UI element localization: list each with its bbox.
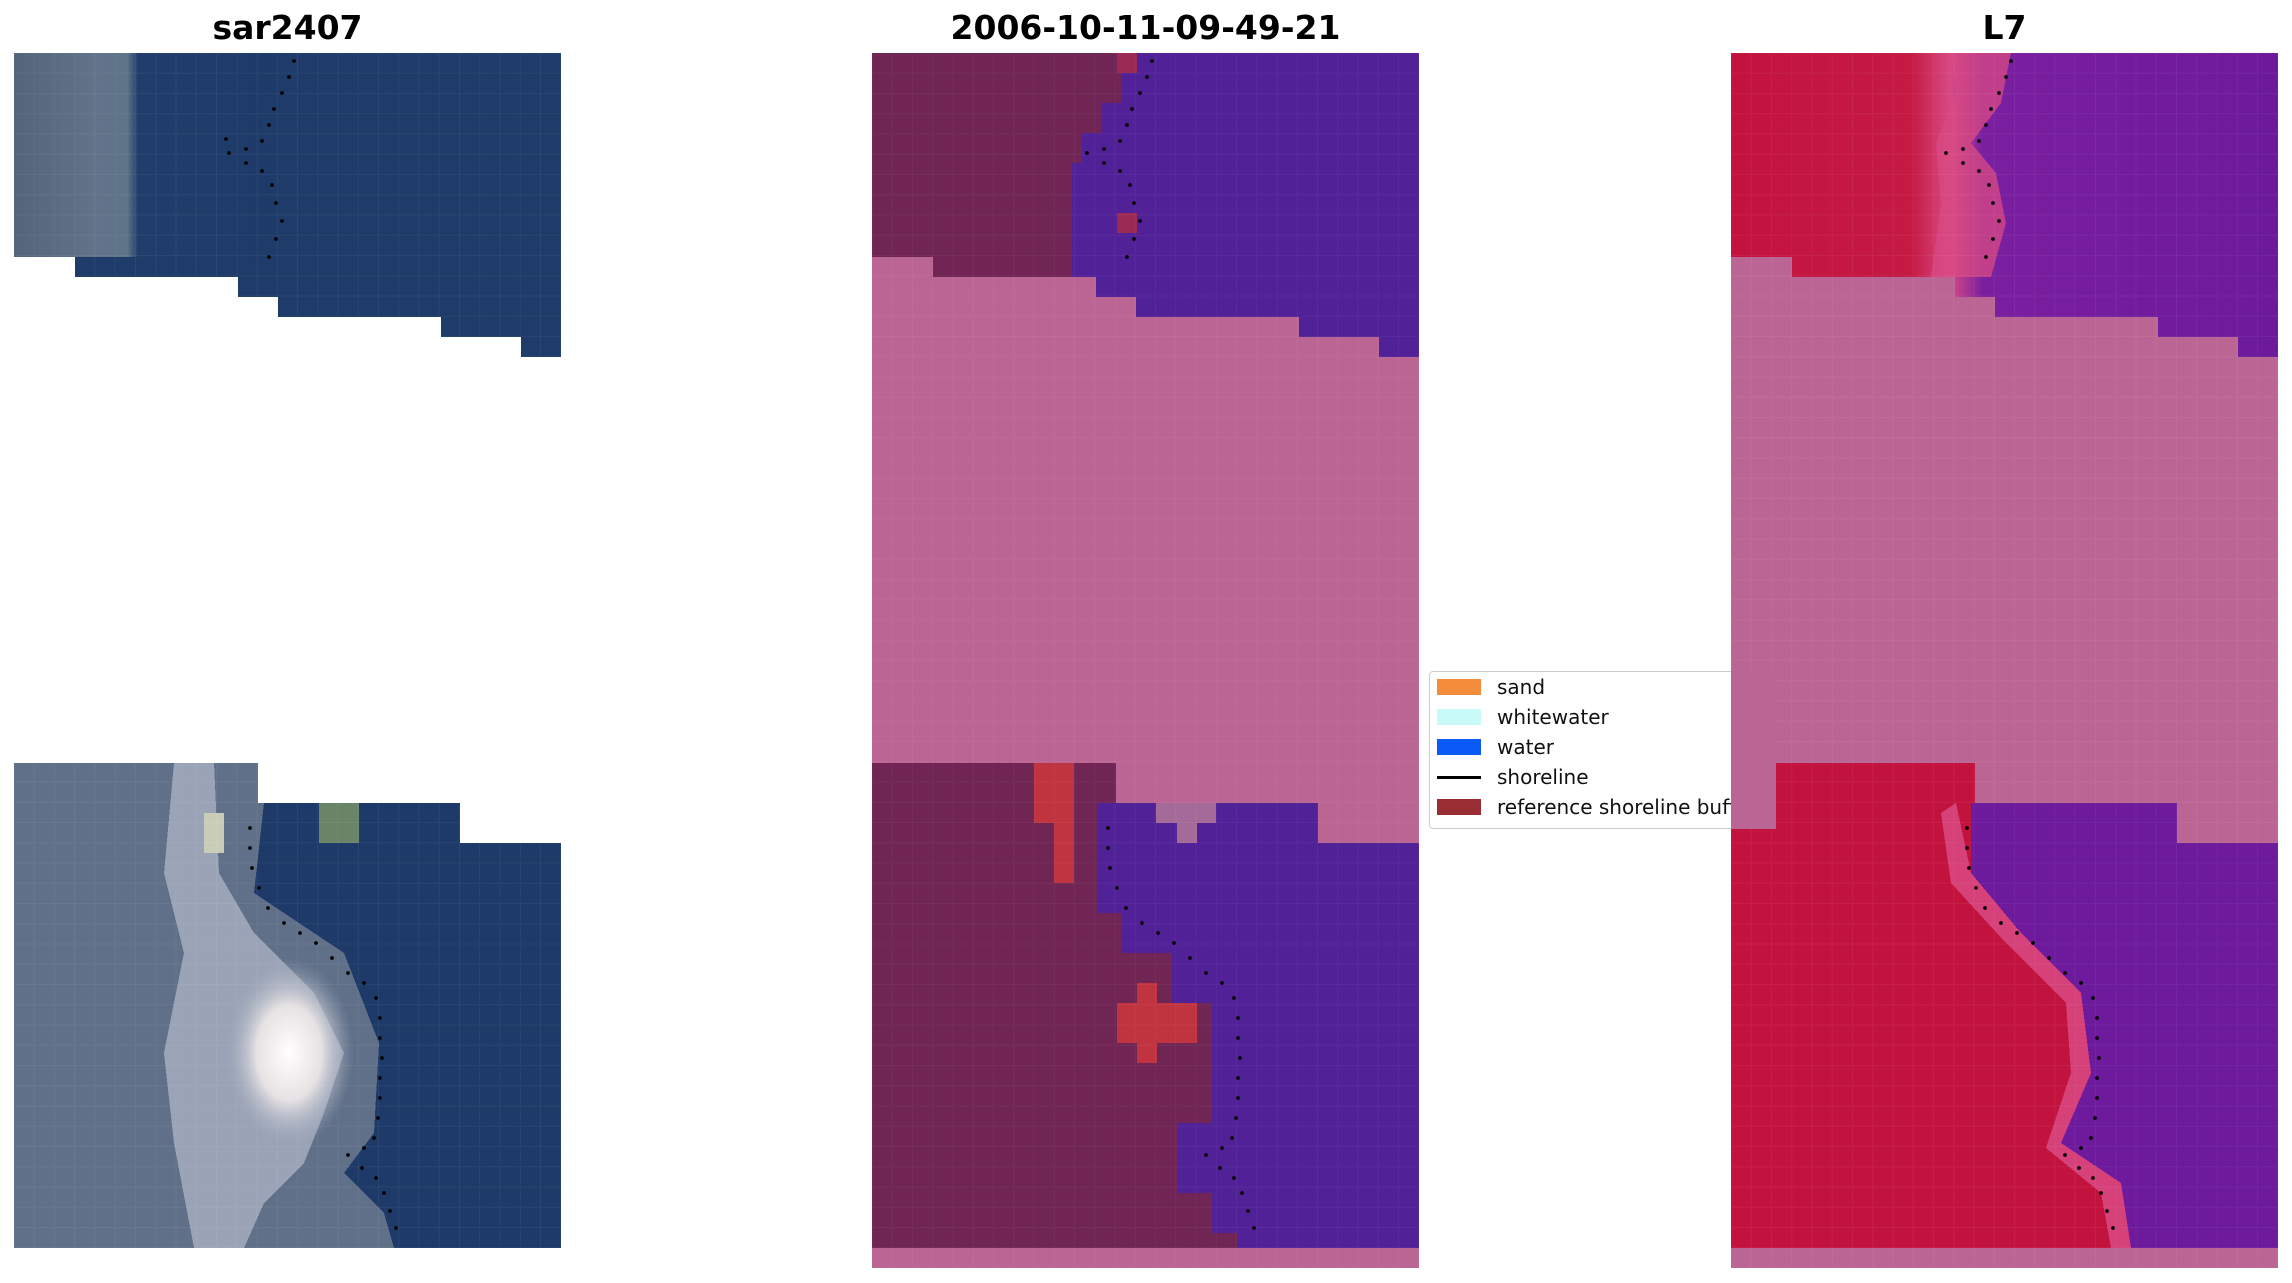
legend-label-whitewater: whitewater	[1497, 705, 1609, 729]
legend-swatch-reference-buffer	[1437, 799, 1481, 815]
legend-label-shoreline: shoreline	[1497, 765, 1589, 789]
legend-clip-cover	[1731, 671, 1776, 829]
rgb-shoreline	[224, 59, 398, 1230]
legend-item-sand: sand	[1437, 674, 1545, 700]
panel-title-ndwi: L7	[1982, 8, 2027, 47]
legend-line-shoreline	[1437, 775, 1481, 779]
index-shoreline	[1944, 59, 2115, 1230]
legend-item-shoreline: shoreline	[1437, 764, 1589, 790]
legend-label-reference-buffer: reference shoreline buffer	[1497, 795, 1757, 819]
legend-label-water: water	[1497, 735, 1554, 759]
legend-swatch-water	[1437, 739, 1481, 755]
legend: sand whitewater water shoreline referenc…	[1429, 671, 1776, 829]
legend-item-reference-buffer: reference shoreline buffer	[1437, 794, 1756, 820]
legend-item-whitewater: whitewater	[1437, 704, 1609, 730]
panel-title-classified: 2006-10-11-09-49-21	[950, 8, 1341, 47]
legend-label-sand: sand	[1497, 675, 1546, 699]
legend-swatch-sand	[1437, 679, 1481, 695]
classified-image-panel	[872, 53, 1419, 1268]
index-image-panel	[1731, 53, 2278, 1268]
panel-title-rgb: sar2407	[212, 8, 363, 47]
classified-shoreline	[1085, 59, 1256, 1230]
rgb-image-panel	[14, 53, 561, 1268]
legend-swatch-whitewater	[1437, 709, 1481, 725]
legend-item-water: water	[1437, 734, 1554, 760]
